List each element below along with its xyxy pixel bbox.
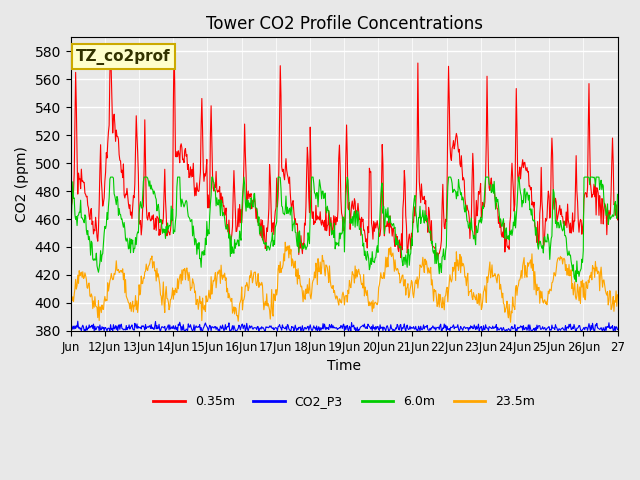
Text: TZ_co2prof: TZ_co2prof <box>76 49 171 65</box>
Legend: 0.35m, CO2_P3, 6.0m, 23.5m: 0.35m, CO2_P3, 6.0m, 23.5m <box>148 390 540 413</box>
Title: Tower CO2 Profile Concentrations: Tower CO2 Profile Concentrations <box>205 15 483 33</box>
Y-axis label: CO2 (ppm): CO2 (ppm) <box>15 146 29 222</box>
X-axis label: Time: Time <box>327 359 361 373</box>
